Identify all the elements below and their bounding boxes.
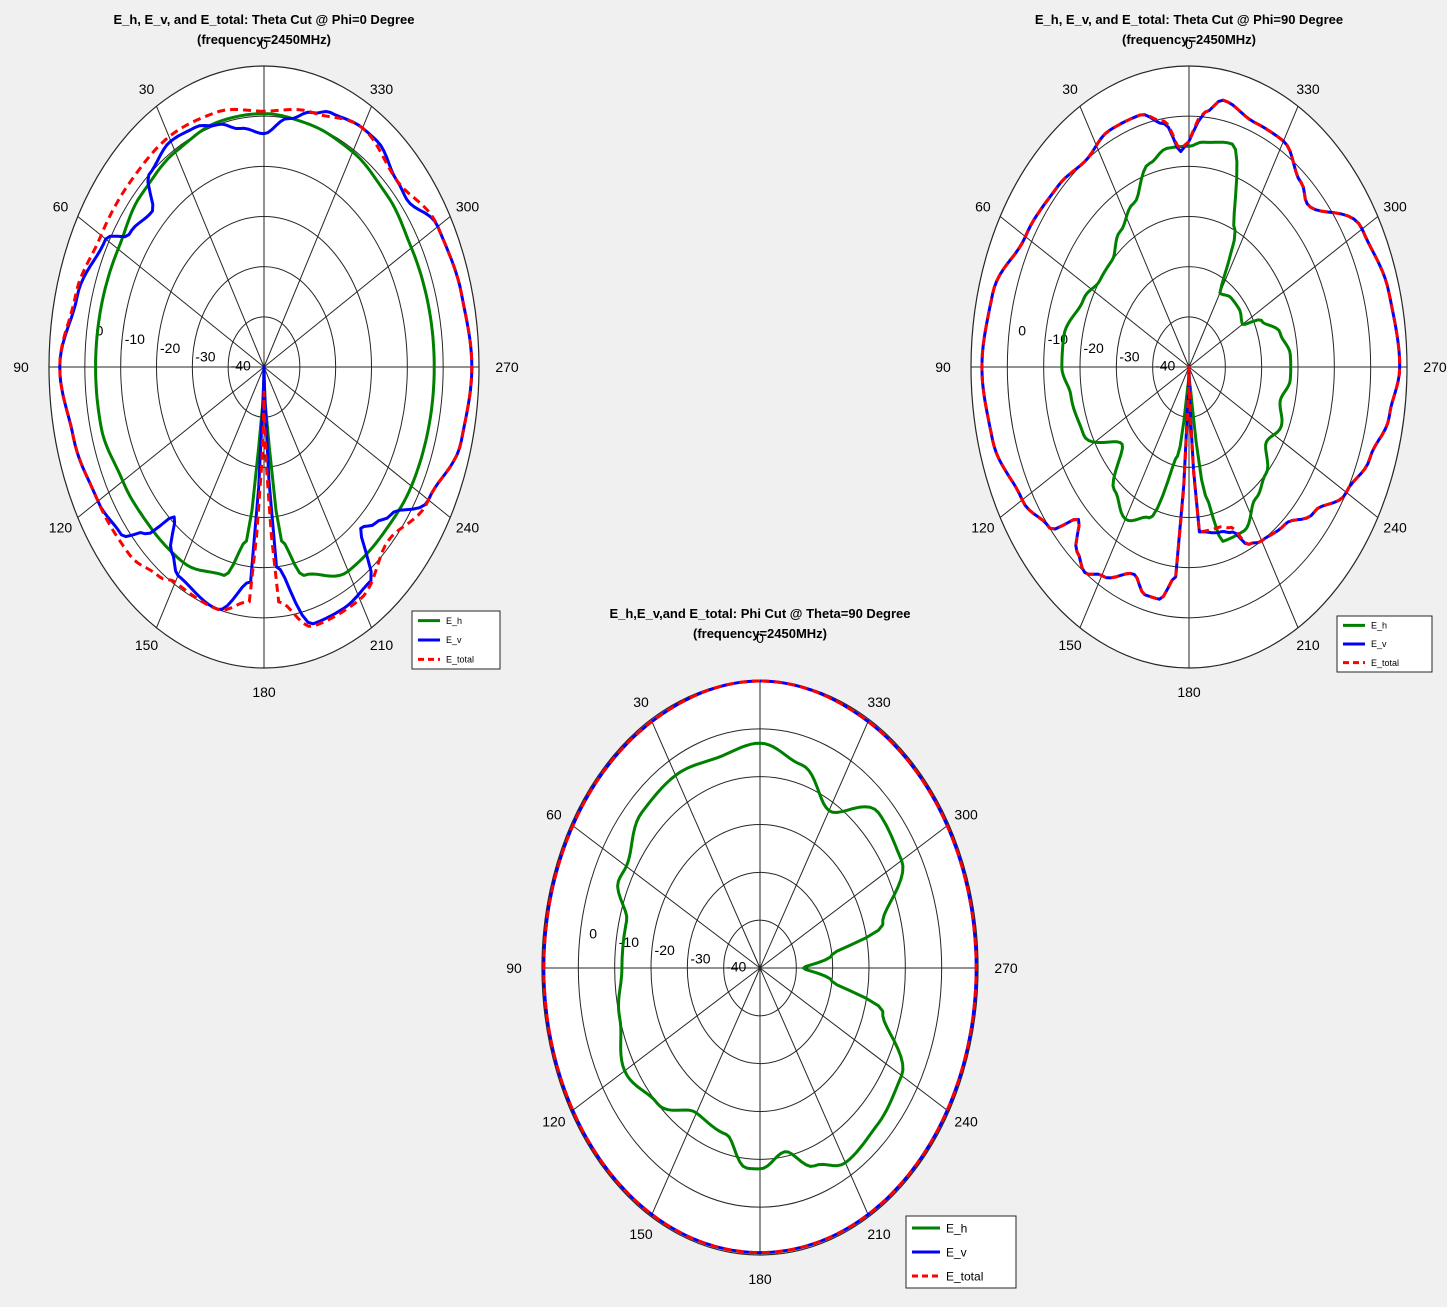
series-line-e-total [980,98,1402,601]
angle-tick-label: 210 [1296,637,1320,653]
angle-tick-label: 300 [456,199,480,215]
chart-subtitle: (frequency=2450MHz) [693,626,827,641]
angle-tick-label: 150 [1058,637,1082,653]
polar-chart-phi-cut-theta-90: E_h,E_v,and E_total: Phi Cut @ Theta=90 … [506,606,1018,1289]
series-line-e-total [58,107,474,628]
series-line-e-total [542,679,978,1255]
chart-subtitle: (frequency=2450MHz) [197,32,331,47]
grid-spoke [156,106,265,368]
angle-tick-label: 0 [1185,36,1193,52]
grid-spoke [263,366,372,628]
radial-tick-label: -20 [1084,340,1104,356]
angle-tick-label: 300 [1383,199,1407,215]
grid-spoke [570,967,761,1112]
grid-spoke [1079,366,1190,628]
radial-tick-label: -40 [726,959,746,975]
legend-label: E_h [1371,621,1387,631]
grid-spoke [77,216,265,368]
legend-label: E_v [446,635,462,645]
angle-tick-label: 240 [954,1114,978,1130]
polar-chart-theta-cut-phi-0: E_h, E_v, and E_total: Theta Cut @ Phi=0… [13,12,519,700]
angle-tick-label: 60 [546,807,562,823]
grid-spoke [999,216,1190,368]
polar-chart-theta-cut-phi-90: E_h, E_v, and E_total: Theta Cut @ Phi=9… [935,12,1447,700]
radial-tick-label: -40 [1155,357,1175,373]
grid-spoke [263,366,451,518]
angle-tick-label: 180 [1177,684,1201,700]
angle-tick-label: 270 [1423,359,1447,375]
radial-tick-label: 0 [1018,322,1026,338]
grid-spoke [156,366,265,628]
legend: E_h E_v E_total [1336,615,1433,673]
angle-tick-label: 30 [633,694,649,710]
angle-tick-label: 90 [935,359,951,375]
grid-spoke [1188,216,1379,368]
radial-tick-label: -20 [655,942,675,958]
angle-tick-label: 270 [495,359,519,375]
radial-tick-label: 0 [589,925,597,941]
grid-spoke [263,216,451,368]
legend-label: E_h [946,1221,967,1235]
legend-label: E_v [946,1245,967,1259]
angle-tick-label: 60 [975,199,991,215]
angle-tick-label: 270 [994,960,1018,976]
legend-label: E_total [946,1269,983,1283]
grid-spoke [759,824,950,969]
angle-tick-label: 240 [456,520,480,536]
angle-tick-label: 120 [971,520,995,536]
legend: E_h E_v E_total [905,1215,1017,1289]
radial-tick-label: 0 [96,322,104,338]
angle-tick-label: 330 [867,694,891,710]
grid-spoke [1188,366,1299,628]
angle-tick-label: 210 [867,1226,891,1242]
angle-tick-label: 150 [135,637,159,653]
angle-tick-label: 240 [1383,520,1407,536]
angle-tick-label: 180 [748,1271,772,1287]
grid-spoke [759,967,870,1217]
angle-tick-label: 120 [542,1114,566,1130]
angle-tick-label: 300 [954,807,978,823]
grid-spoke [759,967,950,1112]
radial-tick-label: -30 [1119,349,1139,365]
radial-tick-label: -10 [125,331,145,347]
grid-spoke [650,719,761,969]
chart-subtitle: (frequency=2450MHz) [1122,32,1256,47]
angle-tick-label: 30 [1062,81,1078,97]
chart-title: E_h,E_v,and E_total: Phi Cut @ Theta=90 … [609,606,910,621]
angle-tick-label: 60 [53,199,69,215]
legend-label: E_h [446,616,462,626]
grid-spoke [263,106,372,368]
angle-tick-label: 90 [13,359,29,375]
angle-tick-label: 0 [260,36,268,52]
legend: E_h E_v E_total [411,610,501,670]
angle-tick-label: 150 [629,1226,653,1242]
chart-title: E_h, E_v, and E_total: Theta Cut @ Phi=9… [1035,12,1343,27]
grid-spoke [1188,106,1299,368]
legend-label: E_total [446,655,474,665]
angle-tick-label: 210 [370,637,394,653]
legend-label: E_total [1371,658,1399,668]
radial-tick-label: -30 [690,950,710,966]
grid-spoke [759,719,870,969]
angle-tick-label: 180 [252,684,276,700]
angle-tick-label: 30 [139,81,155,97]
grid-spoke [650,967,761,1217]
angle-tick-label: 90 [506,960,522,976]
grid-spoke [77,366,265,518]
radial-tick-label: -20 [160,340,180,356]
angle-tick-label: 120 [49,520,73,536]
angle-tick-label: 330 [1296,81,1320,97]
angle-tick-label: 0 [756,630,764,646]
series-line-e-h [616,741,905,1171]
grid-spoke [1079,106,1190,368]
grid-spoke [570,824,761,969]
angle-tick-label: 330 [370,81,394,97]
radial-tick-label: -40 [231,357,251,373]
legend-label: E_v [1371,639,1387,649]
radial-tick-label: -30 [195,349,215,365]
chart-title: E_h, E_v, and E_total: Theta Cut @ Phi=0… [113,12,414,27]
